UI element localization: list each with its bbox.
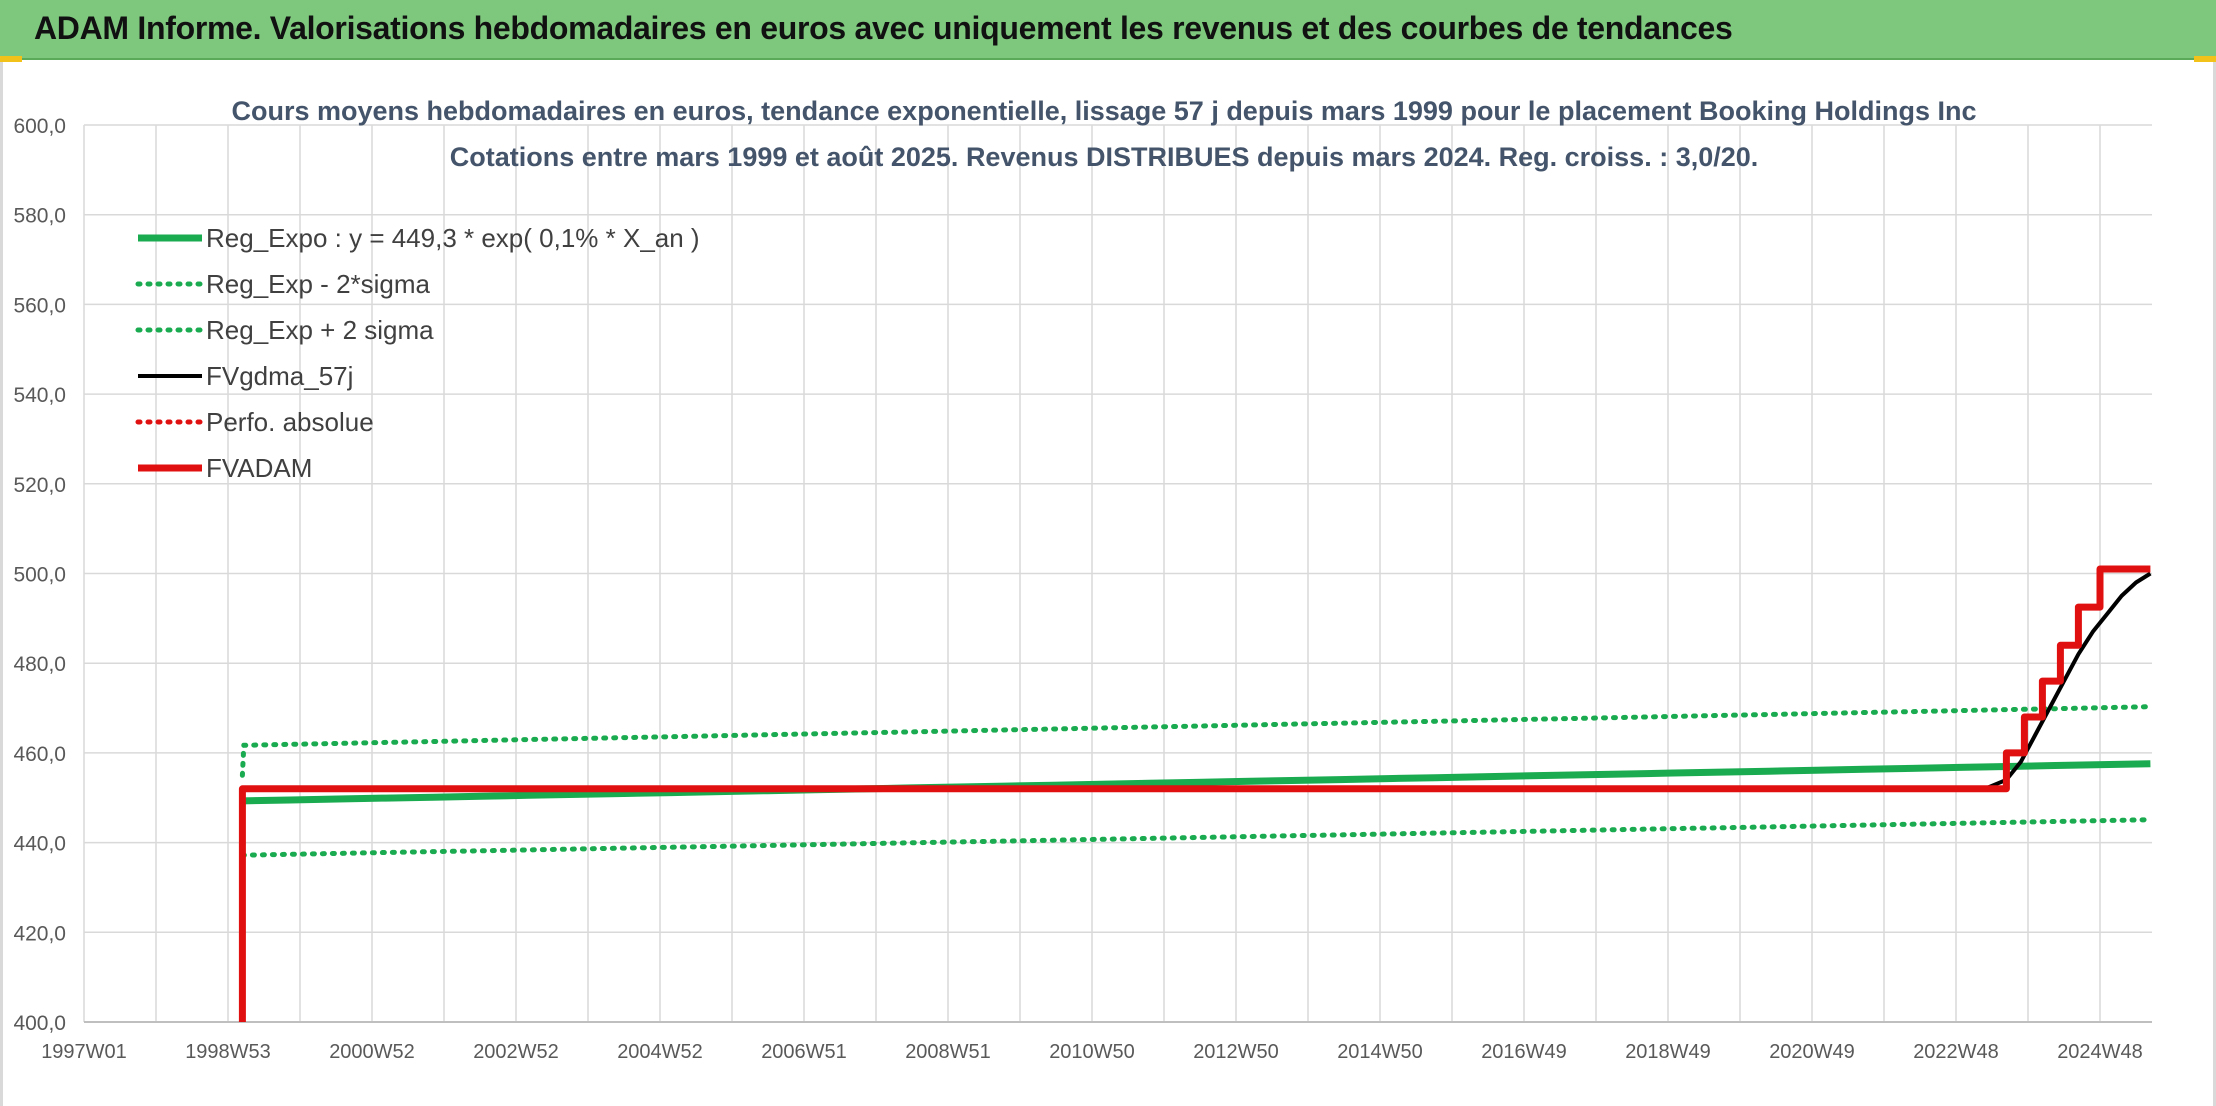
corner-marker-right — [2194, 56, 2216, 62]
y-tick-label: 420,0 — [13, 922, 66, 945]
legend-label: Perfo. absolue — [206, 407, 374, 437]
series-line — [238, 565, 2151, 1022]
x-tick-label: 1997W01 — [41, 1041, 127, 1063]
report-header: ADAM Informe. Valorisations hebdomadaire… — [0, 0, 2216, 60]
x-tick-label: 2000W52 — [329, 1041, 415, 1063]
x-tick-label: 2022W48 — [1913, 1041, 1999, 1063]
y-tick-label: 480,0 — [13, 653, 66, 676]
plot-area — [238, 565, 2153, 1022]
chart-frame — [0, 62, 2216, 1106]
series-line — [239, 817, 2153, 858]
y-tick-label: 460,0 — [13, 743, 66, 766]
report-title: ADAM Informe. Valorisations hebdomadaire… — [34, 10, 1733, 46]
series-line — [239, 704, 2153, 778]
legend-label: FVgdma_57j — [206, 361, 353, 391]
legend-label: Reg_Exp + 2 sigma — [206, 315, 434, 345]
x-tick-label: 2008W51 — [905, 1041, 991, 1063]
x-tick-label: 2004W52 — [617, 1041, 703, 1063]
x-tick-label: 2016W49 — [1481, 1041, 1567, 1063]
x-tick-label: 2014W50 — [1337, 1041, 1423, 1063]
x-tick-label: 2002W52 — [473, 1041, 559, 1063]
y-tick-label: 580,0 — [13, 205, 66, 228]
y-tick-label: 540,0 — [13, 384, 66, 407]
y-tick-label: 520,0 — [13, 474, 66, 497]
y-tick-label: 440,0 — [13, 833, 66, 856]
x-tick-label: 2006W51 — [761, 1041, 847, 1063]
x-axis: 1997W01 1998W53 2000W52 2002W52 2004W52 2006W… — [41, 1041, 2143, 1063]
corner-marker-left — [0, 56, 22, 62]
legend-label: FVADAM — [206, 453, 312, 483]
y-tick-label: 560,0 — [13, 294, 66, 317]
chart-title-line1: Cours moyens hebdomadaires en euros, ten… — [231, 96, 1976, 126]
grid — [83, 124, 2152, 1023]
y-tick-label: 500,0 — [13, 564, 66, 587]
legend: Reg_Expo : y = 449,3 * exp( 0,1% * X_an … — [135, 223, 700, 483]
series-line — [242, 760, 2151, 805]
y-axis: 400,0 420,0 440,0 460,0 480,0 500,0 520,0 540,0… — [13, 115, 66, 1035]
x-tick-label: 1998W53 — [185, 1041, 271, 1063]
legend-label: Reg_Expo : y = 449,3 * exp( 0,1% * X_an … — [206, 223, 700, 253]
legend-label: Reg_Exp - 2*sigma — [206, 269, 431, 299]
x-tick-label: 2024W48 — [2057, 1041, 2143, 1063]
x-tick-label: 2010W50 — [1049, 1041, 1135, 1063]
y-tick-label: 600,0 — [13, 115, 66, 138]
x-tick-label: 2020W49 — [1769, 1041, 1855, 1063]
y-tick-label: 400,0 — [13, 1012, 66, 1035]
chart-title-line2: Cotations entre mars 1999 et août 2025. … — [450, 142, 1759, 172]
x-tick-label: 2018W49 — [1625, 1041, 1711, 1063]
x-tick-label: 2012W50 — [1193, 1041, 1279, 1063]
